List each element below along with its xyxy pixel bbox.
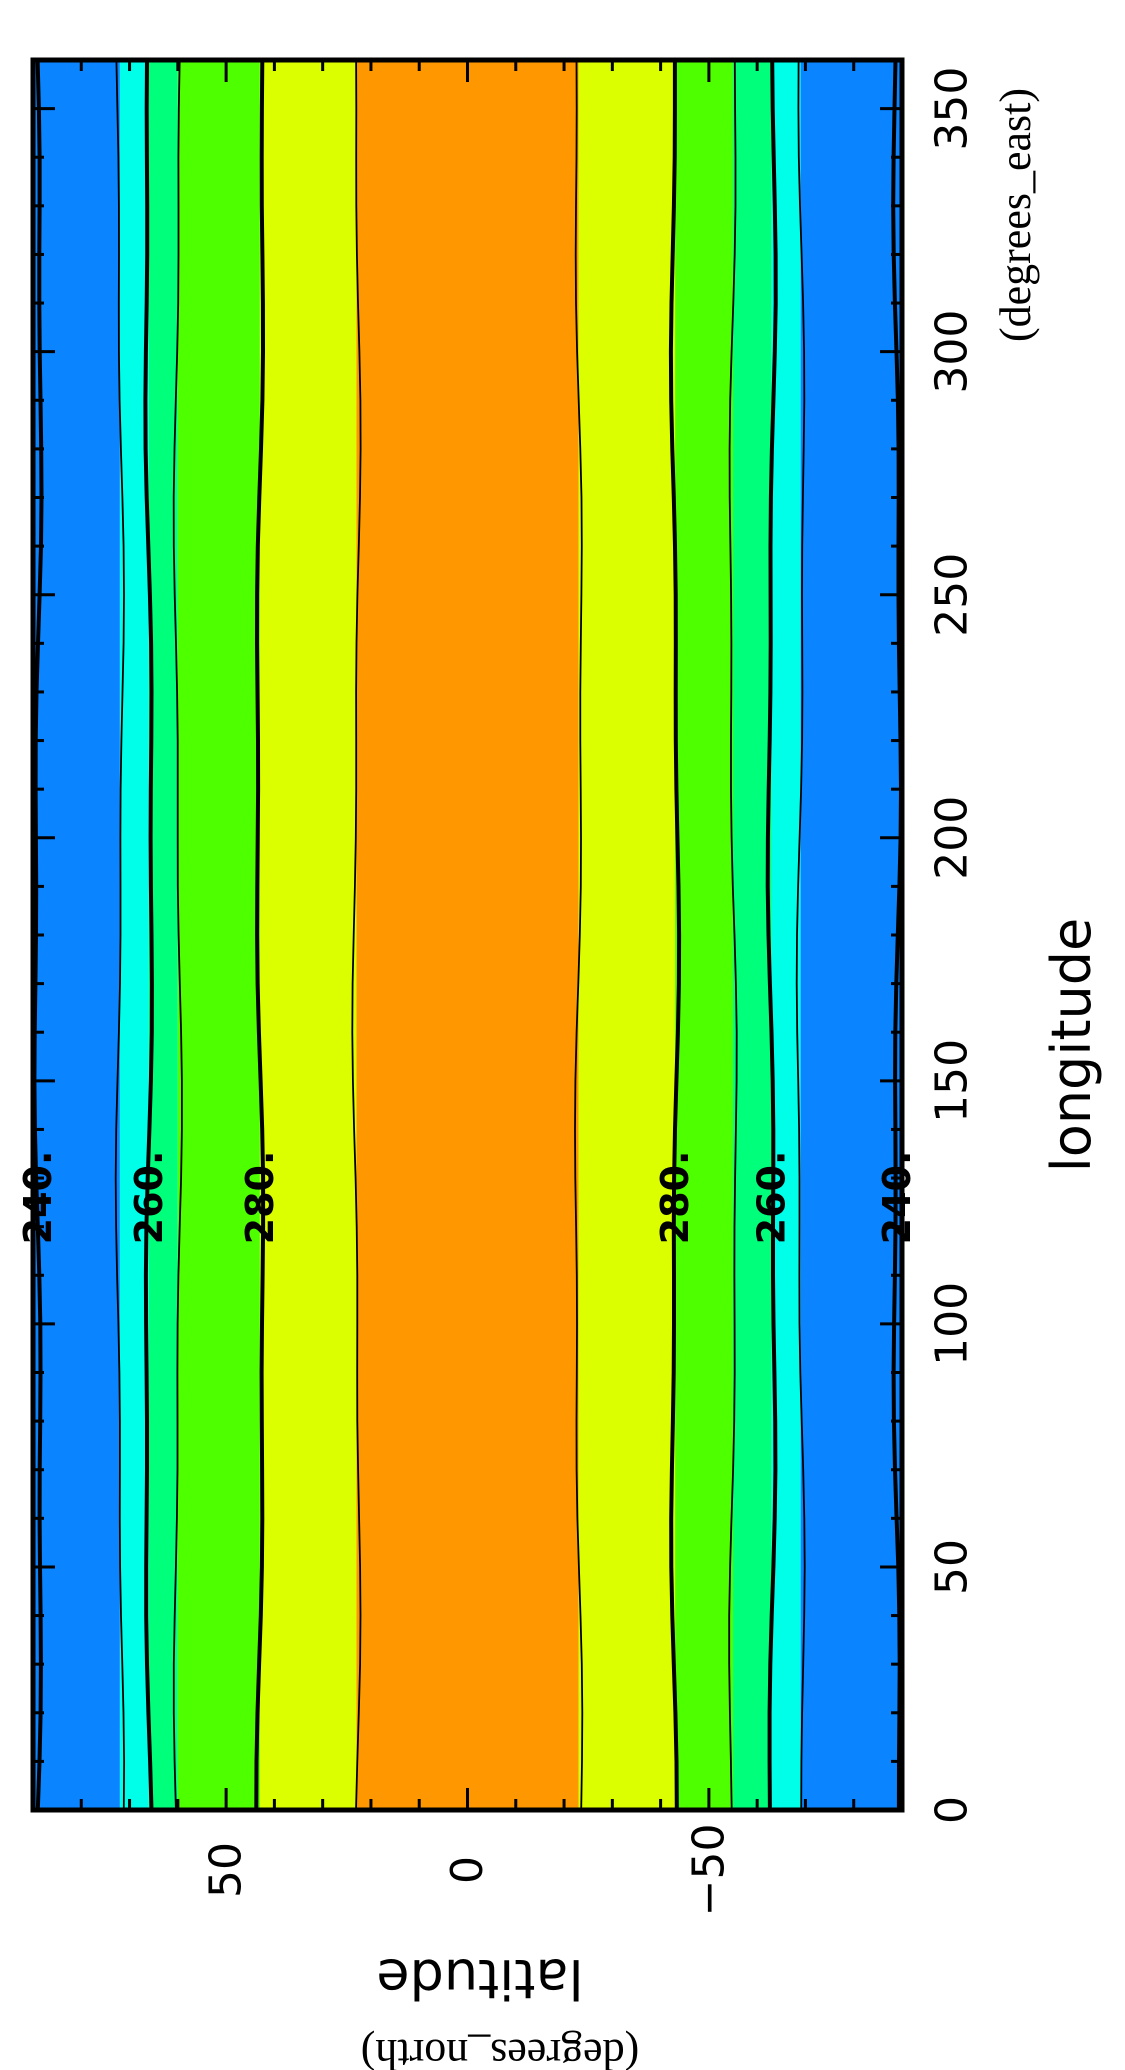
color-band-8 [733,60,772,1810]
color-band-3 [177,60,260,1810]
color-band-4 [259,60,357,1810]
ticks: 0 50 100 150 200 250 300 350 −50 0 50 [33,58,978,1917]
color-band-2 [148,60,178,1810]
x-tick-label: 350 [927,67,978,151]
contour-line-10 [795,59,806,1811]
contour-label-5: 240. [875,1151,919,1245]
contour-label-0: 240. [16,1151,60,1245]
y-tick-label: −50 [683,1824,734,1917]
color-band-6 [578,60,676,1810]
contour-line-2 [143,59,154,1811]
contour-label-1: 260. [127,1151,171,1245]
contour-line-5 [351,59,362,1811]
contour-label-3: 280. [653,1151,697,1245]
contour-line-8 [728,59,738,1811]
x-tick-label: 0 [927,1796,978,1824]
y-axis-units: (degrees_north) [361,2030,640,2070]
contour-line-1 [114,59,126,1811]
contour-line-4 [254,59,266,1811]
contour-line-7 [668,60,682,1811]
contour-label-4: 260. [750,1151,794,1245]
color-band-5 [356,60,579,1810]
y-axis-title: latitude [376,1947,583,2010]
x-axis-units: (degrees_east) [991,88,1040,342]
color-bands [33,60,902,1810]
contour-line-9 [765,59,778,1811]
color-band-7 [675,60,734,1810]
color-band-10 [800,60,902,1810]
x-axis-title: longitude [1040,918,1103,1172]
x-tick-label: 250 [927,553,978,637]
x-tick-label: 200 [927,796,978,880]
contour-label-2: 280. [238,1151,282,1245]
color-band-0 [33,60,120,1810]
x-tick-label: 50 [927,1539,978,1595]
contour-labels: 240. 260. 280. 280. 260. 240. [16,1151,919,1245]
y-tick-label: 0 [442,1856,493,1884]
x-tick-label: 300 [927,310,978,394]
contour-line-6 [574,59,584,1811]
x-tick-label: 150 [927,1039,978,1123]
y-tick-label: 50 [201,1842,252,1898]
contour-line-3 [172,59,183,1811]
x-tick-label: 100 [927,1282,978,1366]
